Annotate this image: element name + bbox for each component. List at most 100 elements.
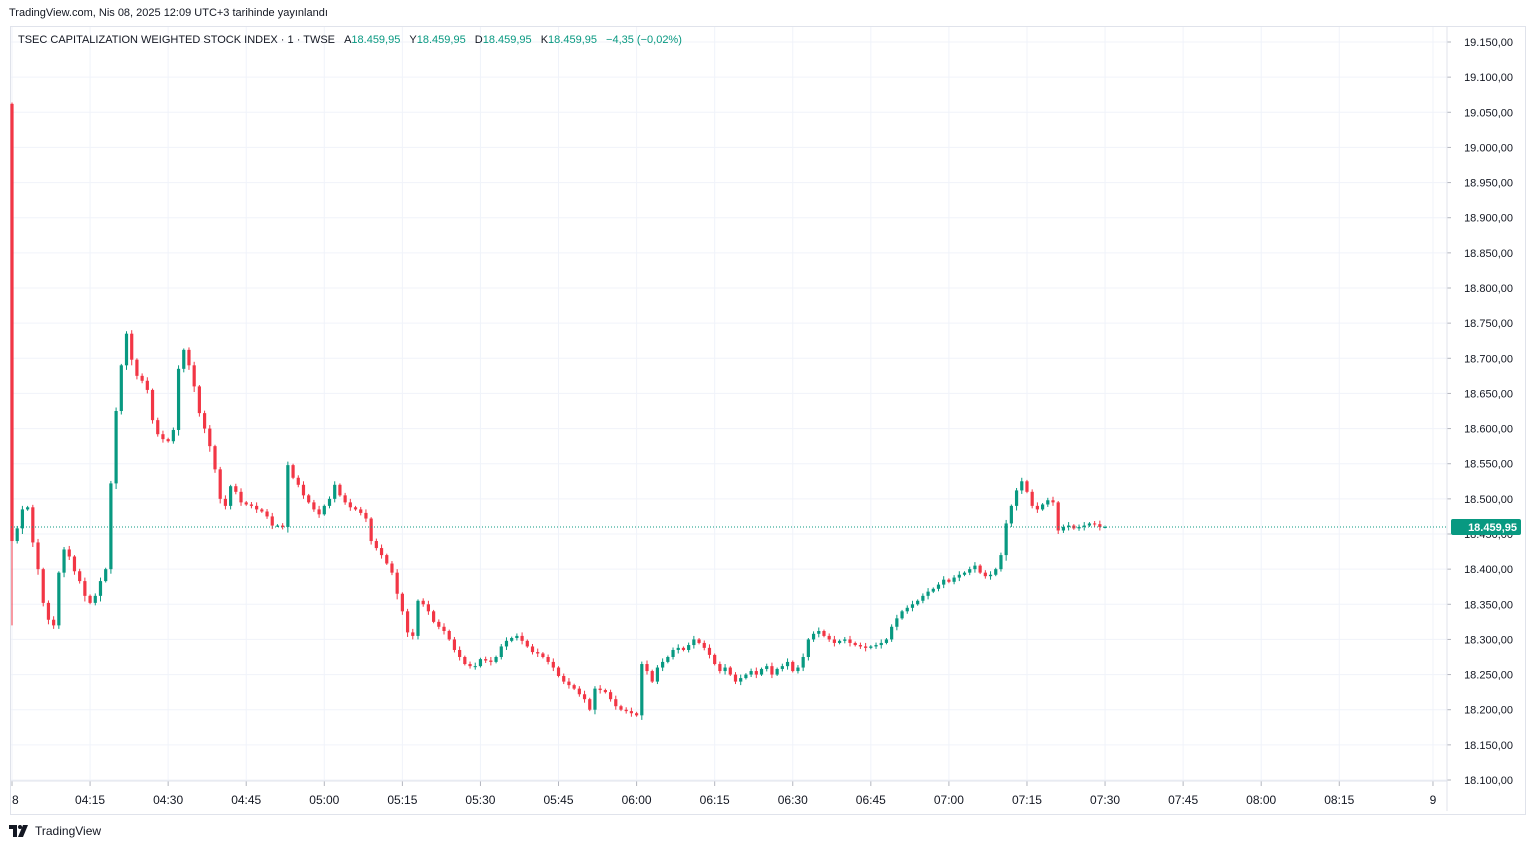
candle-body[interactable] — [640, 664, 644, 716]
candle-body[interactable] — [176, 368, 181, 430]
candle-body[interactable] — [697, 639, 701, 643]
candle-body[interactable] — [281, 525, 285, 527]
candle-body[interactable] — [1004, 523, 1008, 556]
candle-body[interactable] — [645, 664, 649, 672]
candle-body[interactable] — [541, 653, 545, 657]
candle-body[interactable] — [400, 593, 404, 612]
candle-body[interactable] — [15, 528, 19, 542]
candle-body[interactable] — [1082, 525, 1086, 527]
candle-body[interactable] — [426, 604, 430, 612]
candle-body[interactable] — [988, 574, 993, 577]
candle-body[interactable] — [765, 666, 769, 669]
candle-body[interactable] — [744, 674, 748, 679]
candle-body[interactable] — [494, 657, 498, 662]
candle-body[interactable] — [213, 446, 217, 470]
candle-body[interactable] — [567, 681, 571, 686]
candle-body[interactable] — [843, 639, 847, 641]
candle-body[interactable] — [749, 671, 753, 675]
candle-body[interactable] — [968, 569, 972, 573]
candle-body[interactable] — [234, 486, 238, 492]
candle-body[interactable] — [93, 595, 97, 603]
candle-body[interactable] — [390, 563, 394, 573]
candle-body[interactable] — [322, 505, 326, 515]
candle-body[interactable] — [244, 502, 248, 505]
candle-body[interactable] — [52, 619, 56, 626]
candle-body[interactable] — [343, 495, 347, 503]
candle-body[interactable] — [733, 674, 738, 682]
candle-body[interactable] — [879, 642, 883, 646]
candle-body[interactable] — [109, 483, 113, 570]
candle-body[interactable] — [124, 333, 129, 366]
candle-body[interactable] — [530, 646, 535, 653]
candle-body[interactable] — [353, 507, 358, 510]
candle-body[interactable] — [1009, 505, 1013, 524]
candle-body[interactable] — [296, 477, 300, 485]
candle-body[interactable] — [1030, 491, 1034, 506]
candle-body[interactable] — [921, 595, 925, 601]
candle-body[interactable] — [577, 688, 581, 695]
candle-body[interactable] — [983, 572, 987, 577]
candle-body[interactable] — [739, 678, 743, 682]
candle-body[interactable] — [957, 574, 961, 578]
candle-body[interactable] — [546, 657, 550, 662]
candle-body[interactable] — [161, 434, 165, 440]
candle-body[interactable] — [635, 713, 639, 716]
candle-body[interactable] — [374, 541, 378, 549]
candle-body[interactable] — [593, 688, 597, 710]
candle-body[interactable] — [811, 633, 816, 640]
candle-body[interactable] — [182, 349, 186, 369]
candle-body[interactable] — [208, 428, 212, 447]
candle-body[interactable] — [452, 639, 457, 650]
candle-body[interactable] — [473, 666, 477, 668]
candle-body[interactable] — [890, 626, 894, 640]
candle-body[interactable] — [791, 661, 795, 672]
candle-body[interactable] — [458, 649, 462, 657]
candle-body[interactable] — [796, 667, 800, 672]
candle-body[interactable] — [255, 505, 259, 510]
candle-body[interactable] — [411, 632, 415, 636]
candle-body[interactable] — [895, 618, 899, 627]
candle-body[interactable] — [827, 635, 831, 640]
candle-body[interactable] — [239, 491, 243, 503]
candle-body[interactable] — [884, 639, 889, 643]
candle-body[interactable] — [192, 365, 196, 387]
candle-body[interactable] — [822, 630, 826, 636]
candle-body[interactable] — [1098, 524, 1102, 527]
candle-body[interactable] — [666, 657, 670, 662]
candle-body[interactable] — [661, 661, 665, 668]
candle-body[interactable] — [952, 577, 956, 582]
candle-body[interactable] — [1087, 523, 1092, 526]
candle-body[interactable] — [801, 657, 805, 668]
candle-body[interactable] — [119, 365, 123, 411]
candle-body[interactable] — [718, 664, 722, 672]
candle-body[interactable] — [1067, 525, 1071, 527]
candle-body[interactable] — [379, 548, 384, 556]
candle-body[interactable] — [978, 565, 982, 573]
candle-body[interactable] — [1020, 481, 1024, 491]
candle-body[interactable] — [395, 572, 399, 594]
candle-body[interactable] — [1046, 500, 1050, 505]
candle-body[interactable] — [57, 572, 61, 626]
candle-body[interactable] — [140, 375, 144, 381]
candle-body[interactable] — [520, 635, 524, 641]
candle-body[interactable] — [229, 486, 233, 506]
candle-body[interactable] — [931, 588, 935, 592]
candle-body[interactable] — [1056, 502, 1060, 531]
candle-body[interactable] — [551, 661, 555, 668]
candle-body[interactable] — [775, 668, 779, 675]
candle-body[interactable] — [197, 386, 201, 414]
candle-body[interactable] — [504, 640, 509, 647]
candle-body[interactable] — [171, 429, 175, 442]
last-price-tag[interactable] — [1451, 519, 1521, 536]
candle-body[interactable] — [286, 465, 290, 527]
candle-body[interactable] — [962, 572, 967, 575]
candle-body[interactable] — [942, 579, 946, 585]
candle-body[interactable] — [687, 645, 691, 650]
candle-body[interactable] — [218, 469, 222, 499]
candle-body[interactable] — [655, 667, 660, 682]
candle-body[interactable] — [72, 556, 77, 572]
candle-body[interactable] — [510, 638, 514, 641]
candle-body[interactable] — [848, 639, 852, 643]
candle-body[interactable] — [312, 502, 316, 510]
